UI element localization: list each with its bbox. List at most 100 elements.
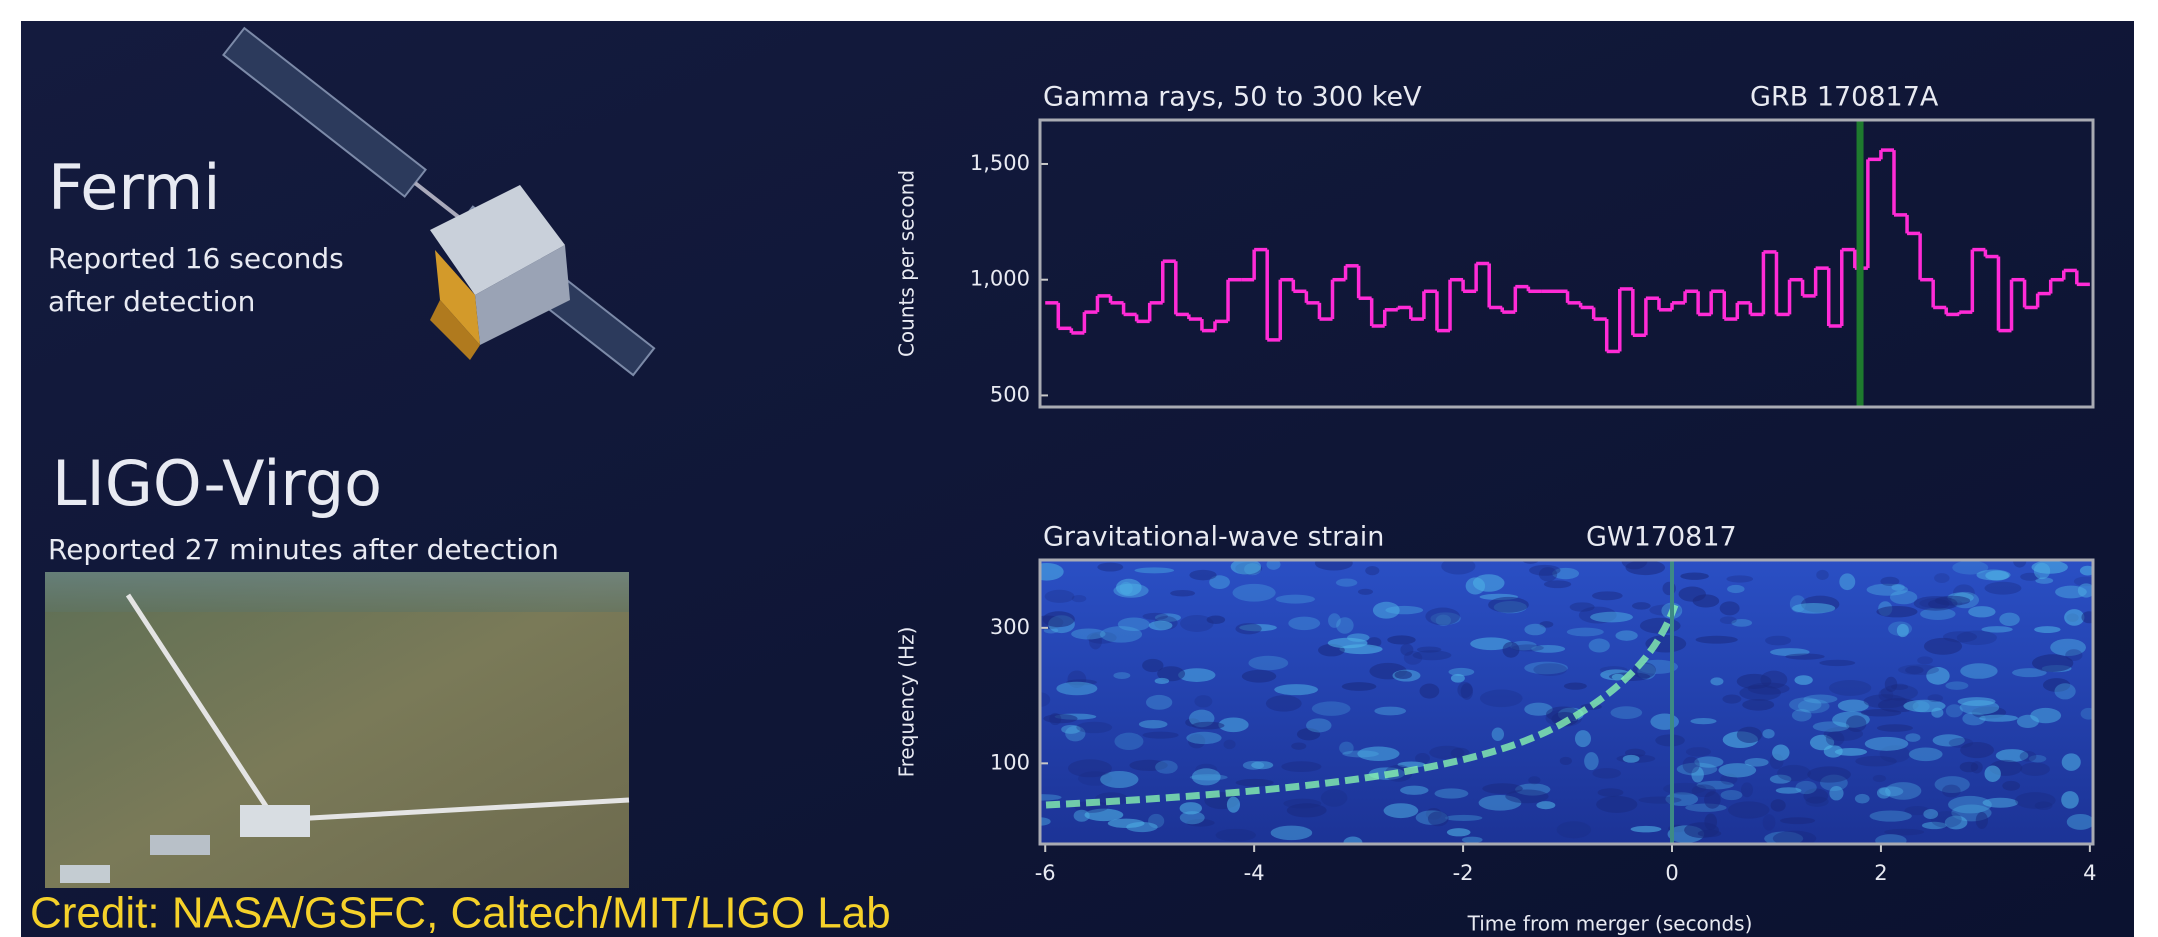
- spectrogram-texture: [1100, 771, 1139, 788]
- ligo-note: Reported 27 minutes after detection: [48, 533, 559, 566]
- spectrogram-texture: [1502, 641, 1520, 658]
- spectrogram-texture: [2034, 626, 2061, 634]
- spectrogram-texture: [1472, 574, 1505, 592]
- spectrogram-texture: [1908, 747, 1943, 762]
- spectrogram-texture: [1736, 673, 1772, 689]
- spectrogram-texture: [1339, 741, 1354, 755]
- spectrogram-texture: [1533, 663, 1568, 676]
- chart-title: Gamma rays, 50 to 300 keV: [1043, 82, 1422, 113]
- spectrogram-texture: [1524, 661, 1568, 675]
- spectrogram-texture: [1578, 606, 1617, 624]
- spectrogram-texture: [1680, 572, 1709, 580]
- spectrogram-texture: [1357, 588, 1374, 595]
- spectrogram-texture: [1691, 766, 1704, 783]
- spectrogram-texture: [1741, 782, 1754, 798]
- spectrogram-texture: [2077, 583, 2093, 598]
- spectrogram-texture: [1765, 635, 1792, 646]
- spectrogram-texture: [1556, 821, 1592, 839]
- spectrogram-texture: [2019, 751, 2037, 762]
- spectrogram-texture: [1885, 782, 1922, 800]
- spectrogram-texture: [1511, 644, 1544, 652]
- spectrogram-texture: [1878, 688, 1894, 702]
- spectrogram-texture: [1769, 774, 1792, 784]
- spectrogram-texture: [2002, 780, 2021, 791]
- observatory-photo: [45, 572, 630, 888]
- spectrogram-texture: [1107, 818, 1145, 828]
- spectrogram-texture: [1071, 594, 1087, 603]
- spectrogram-texture: [1770, 799, 1786, 812]
- spectrogram-texture: [1762, 728, 1775, 739]
- spectrogram-texture: [1720, 789, 1743, 801]
- spectrogram-texture: [1762, 814, 1776, 831]
- spectrogram-texture: [2081, 611, 2093, 624]
- spectrogram-texture: [2034, 801, 2053, 810]
- spectrogram-texture: [2080, 707, 2093, 720]
- spectrogram-texture: [1797, 699, 1830, 714]
- spectrogram-texture: [1044, 589, 1075, 603]
- spectrogram-texture: [1981, 626, 2013, 633]
- spectrogram-texture: [2042, 678, 2071, 692]
- spectrogram-texture: [1154, 613, 1181, 622]
- spectrogram-texture: [1904, 806, 1930, 816]
- spectrogram-texture: [1876, 605, 1918, 618]
- spectrogram-texture: [1744, 758, 1769, 767]
- spectrogram-texture: [1820, 774, 1848, 792]
- spectrogram-texture: [1191, 721, 1225, 730]
- spectrogram-texture: [1780, 817, 1816, 825]
- spectrogram-texture: [1239, 624, 1277, 632]
- spectrogram-texture: [1695, 635, 1738, 644]
- spectrogram-texture: [1879, 786, 1904, 797]
- spectrogram-texture: [1962, 711, 1986, 726]
- spectrogram-texture: [1444, 814, 1483, 821]
- spectrogram-texture: [1065, 725, 1086, 742]
- spectrogram-texture: [2020, 572, 2041, 581]
- spectrogram-texture: [2033, 562, 2051, 580]
- spectrogram-texture: [1775, 787, 1802, 794]
- spectrogram-texture: [2015, 792, 2056, 809]
- spectrogram-texture: [1945, 681, 1969, 690]
- spectrogram-texture: [1630, 825, 1662, 833]
- spectrogram-texture: [1071, 628, 1106, 640]
- spectrogram-texture: [2031, 560, 2068, 574]
- spectrogram-texture: [1372, 601, 1400, 619]
- spectrogram-texture: [1942, 784, 1961, 798]
- spectrogram-texture: [1884, 828, 1925, 836]
- spectrogram-texture: [1590, 611, 1633, 623]
- x-tick-label: 2: [1874, 861, 1887, 885]
- spectrogram-texture: [1113, 672, 1131, 679]
- spectrogram-texture: [1569, 602, 1595, 612]
- spectrogram-texture: [1099, 626, 1143, 643]
- spectrogram-texture: [1084, 808, 1124, 822]
- plot-frame: [1038, 558, 2095, 846]
- spectrogram-texture: [1327, 637, 1368, 649]
- spectrogram-texture: [1979, 714, 2018, 722]
- spectrogram-texture: [1209, 575, 1230, 590]
- spectrogram-texture: [1921, 821, 1947, 830]
- spectrogram-texture: [1968, 606, 1996, 618]
- spectrogram-texture: [1482, 783, 1523, 795]
- spectrogram-texture: [1691, 784, 1716, 798]
- spectrogram-texture: [1926, 667, 1950, 685]
- spectrogram-texture: [1129, 759, 1168, 771]
- spectrogram-texture: [1923, 637, 1963, 655]
- spectrogram-texture: [1825, 731, 1845, 747]
- spectrogram-texture: [1805, 796, 1829, 807]
- spectrogram-texture: [1912, 701, 1930, 713]
- spectrogram-texture: [1930, 811, 1962, 828]
- spectrogram-texture: [1891, 583, 1905, 591]
- spectrogram-texture: [1898, 664, 1940, 676]
- spectrogram-texture: [1812, 721, 1850, 732]
- spectrogram-texture: [1875, 834, 1907, 844]
- chart-title: Gravitational-wave strain: [1043, 522, 1384, 553]
- spectrogram-texture: [1566, 627, 1604, 637]
- y-tick-label: 100: [990, 750, 1030, 774]
- spectrogram-texture: [1944, 815, 1968, 830]
- spectrogram-texture: [1061, 724, 1081, 734]
- spectrogram-texture: [1596, 795, 1638, 813]
- spectrogram-texture: [1251, 761, 1274, 770]
- spectrogram-texture: [1584, 752, 1599, 771]
- spectrogram-texture: [1400, 643, 1414, 656]
- spectrogram-texture: [1770, 648, 1810, 657]
- spectrogram-texture: [1400, 785, 1429, 795]
- spectrogram-texture: [1795, 780, 1817, 795]
